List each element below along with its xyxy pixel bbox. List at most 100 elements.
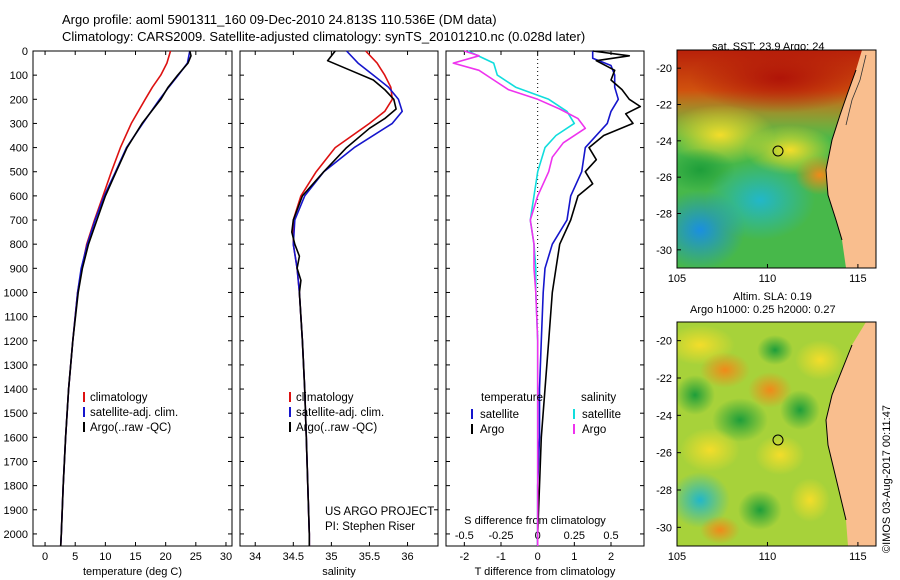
figure-title-line1: Argo profile: aoml 5901311_160 09-Dec-20… — [62, 12, 497, 27]
legend-label: satellite-adj. clim. — [90, 407, 178, 419]
x-tick-label: 35.5 — [359, 551, 380, 563]
x-tick-label: 0 — [42, 551, 48, 563]
x-tick-label-top: -0.5 — [455, 530, 474, 542]
x-tick-label: 35 — [325, 551, 337, 563]
map-y-tick-label: -22 — [656, 373, 672, 385]
y-tick-label: 2000 — [4, 529, 28, 541]
sla-map-frame — [676, 321, 877, 547]
x-tick-label-top: 0.5 — [603, 530, 618, 542]
x-tick-label: 2 — [608, 551, 614, 563]
map-y-tick-label: -26 — [656, 448, 672, 460]
figure-title-line2: Climatology: CARS2009. Satellite-adjuste… — [62, 29, 586, 44]
plot-frame — [445, 50, 645, 547]
x-axis-label-top: S difference from climatology — [464, 515, 606, 527]
map-x-tick-label: 115 — [849, 551, 867, 563]
profile-panel-1: 34 34.5 35 35.5 36 salinity climatology satelli… — [239, 50, 439, 578]
y-tick-label: 0 — [22, 46, 28, 58]
y-tick-label: 1200 — [4, 336, 28, 348]
sla-argo-marker — [772, 434, 784, 446]
x-tick-label: 34.5 — [283, 551, 304, 563]
sst-map — [676, 49, 877, 269]
x-tick-label: 5 — [72, 551, 78, 563]
map-x-tick-label: 110 — [759, 273, 777, 285]
sla-field — [677, 322, 876, 546]
x-tick-label: -2 — [459, 551, 469, 563]
map-y-tick-label: -24 — [656, 136, 672, 148]
profile-panel-0: 0100200300400500600700800900100011001200… — [4, 46, 233, 578]
x-axis-label: T difference from climatology — [475, 566, 616, 578]
x-tick-label: -1 — [496, 551, 506, 563]
sst-argo-marker — [772, 145, 784, 157]
y-tick-label: 200 — [10, 94, 28, 106]
plot-frame — [239, 50, 439, 547]
series-line-2 — [59, 50, 192, 547]
x-axis-label: salinity — [322, 566, 356, 578]
map-axes-3: 105 110 115 -20 -22 -24 -26 -28 -30 — [656, 63, 867, 285]
y-tick-label: 600 — [10, 191, 28, 203]
map-y-tick-label: -26 — [656, 172, 672, 184]
y-tick-label: 1600 — [4, 432, 28, 444]
map-x-tick-label: 110 — [759, 551, 777, 563]
y-tick-label: 400 — [10, 143, 28, 155]
map-axes-4: 105 110 115 -20 -22 -24 -26 -28 -30 — [656, 336, 867, 563]
x-tick-label-top: 0.25 — [564, 530, 585, 542]
y-tick-label: 1700 — [4, 456, 28, 468]
y-tick-label: 500 — [10, 167, 28, 179]
series-line-1 — [536, 50, 642, 546]
legend-label: satellite-adj. clim. — [296, 407, 384, 419]
legend-label: satellite — [582, 409, 621, 421]
pi-annotation: PI: Stephen Riser — [325, 521, 415, 533]
y-tick-label: 300 — [10, 118, 28, 130]
x-tick-label: 20 — [160, 551, 172, 563]
series-line-2 — [290, 50, 397, 546]
legend-label: Argo(..raw -QC) — [90, 422, 171, 434]
profile-plots: 0100200300400500600700800900100011001200… — [4, 46, 867, 578]
x-tick-label-top: -0.25 — [488, 530, 513, 542]
map-y-tick-label: -20 — [656, 336, 672, 348]
y-tick-label: 1000 — [4, 287, 28, 299]
map-y-tick-label: -22 — [656, 100, 672, 112]
map-x-tick-label: 115 — [849, 273, 867, 285]
series-line-0 — [536, 51, 620, 546]
sst-map-frame — [676, 49, 877, 269]
y-tick-label: 1900 — [4, 505, 28, 517]
legend-label: Argo(..raw -QC) — [296, 422, 377, 434]
legend-label: satellite — [480, 409, 519, 421]
y-tick-label: 100 — [10, 70, 28, 82]
project-annotation: US ARGO PROJECT — [325, 506, 434, 518]
x-tick-label: 30 — [220, 551, 232, 563]
x-tick-label: 0 — [535, 551, 541, 563]
map-x-tick-label: 105 — [668, 551, 686, 563]
y-tick-label: 1400 — [4, 384, 28, 396]
y-tick-label: 1800 — [4, 481, 28, 493]
plot-frame — [32, 50, 233, 547]
map-y-tick-label: -20 — [656, 63, 672, 75]
map-x-tick-label: 105 — [668, 273, 686, 285]
y-tick-label: 700 — [10, 215, 28, 227]
y-tick-label: 1300 — [4, 360, 28, 372]
legend-label: climatology — [90, 392, 148, 404]
sla-map — [676, 321, 877, 547]
legend-label: Argo — [480, 424, 504, 436]
map-y-tick-label: -28 — [656, 485, 672, 497]
sla-map-subtitle: Argo h1000: 0.25 h2000: 0.27 — [690, 304, 836, 316]
y-tick-label: 1500 — [4, 408, 28, 420]
map-y-tick-label: -28 — [656, 209, 672, 221]
map-y-tick-label: -30 — [656, 245, 672, 257]
legend-title-temperature: temperature — [481, 392, 543, 404]
y-tick-label: 1100 — [4, 312, 28, 324]
map-y-tick-label: -30 — [656, 522, 672, 534]
profile-panel-2: -2 -1 0 1 2 T difference from climatology S di… — [445, 50, 645, 578]
legend-label: climatology — [296, 392, 354, 404]
y-tick-label: 900 — [10, 263, 28, 275]
x-tick-label: 25 — [190, 551, 202, 563]
series-line-3 — [452, 50, 587, 546]
y-tick-label: 800 — [10, 239, 28, 251]
x-tick-label: 15 — [129, 551, 141, 563]
x-axis-label: temperature (deg C) — [83, 566, 182, 578]
x-tick-label: 1 — [571, 551, 577, 563]
map-y-tick-label: -24 — [656, 410, 672, 422]
legend-label: Argo — [582, 424, 606, 436]
x-tick-label: 10 — [99, 551, 111, 563]
